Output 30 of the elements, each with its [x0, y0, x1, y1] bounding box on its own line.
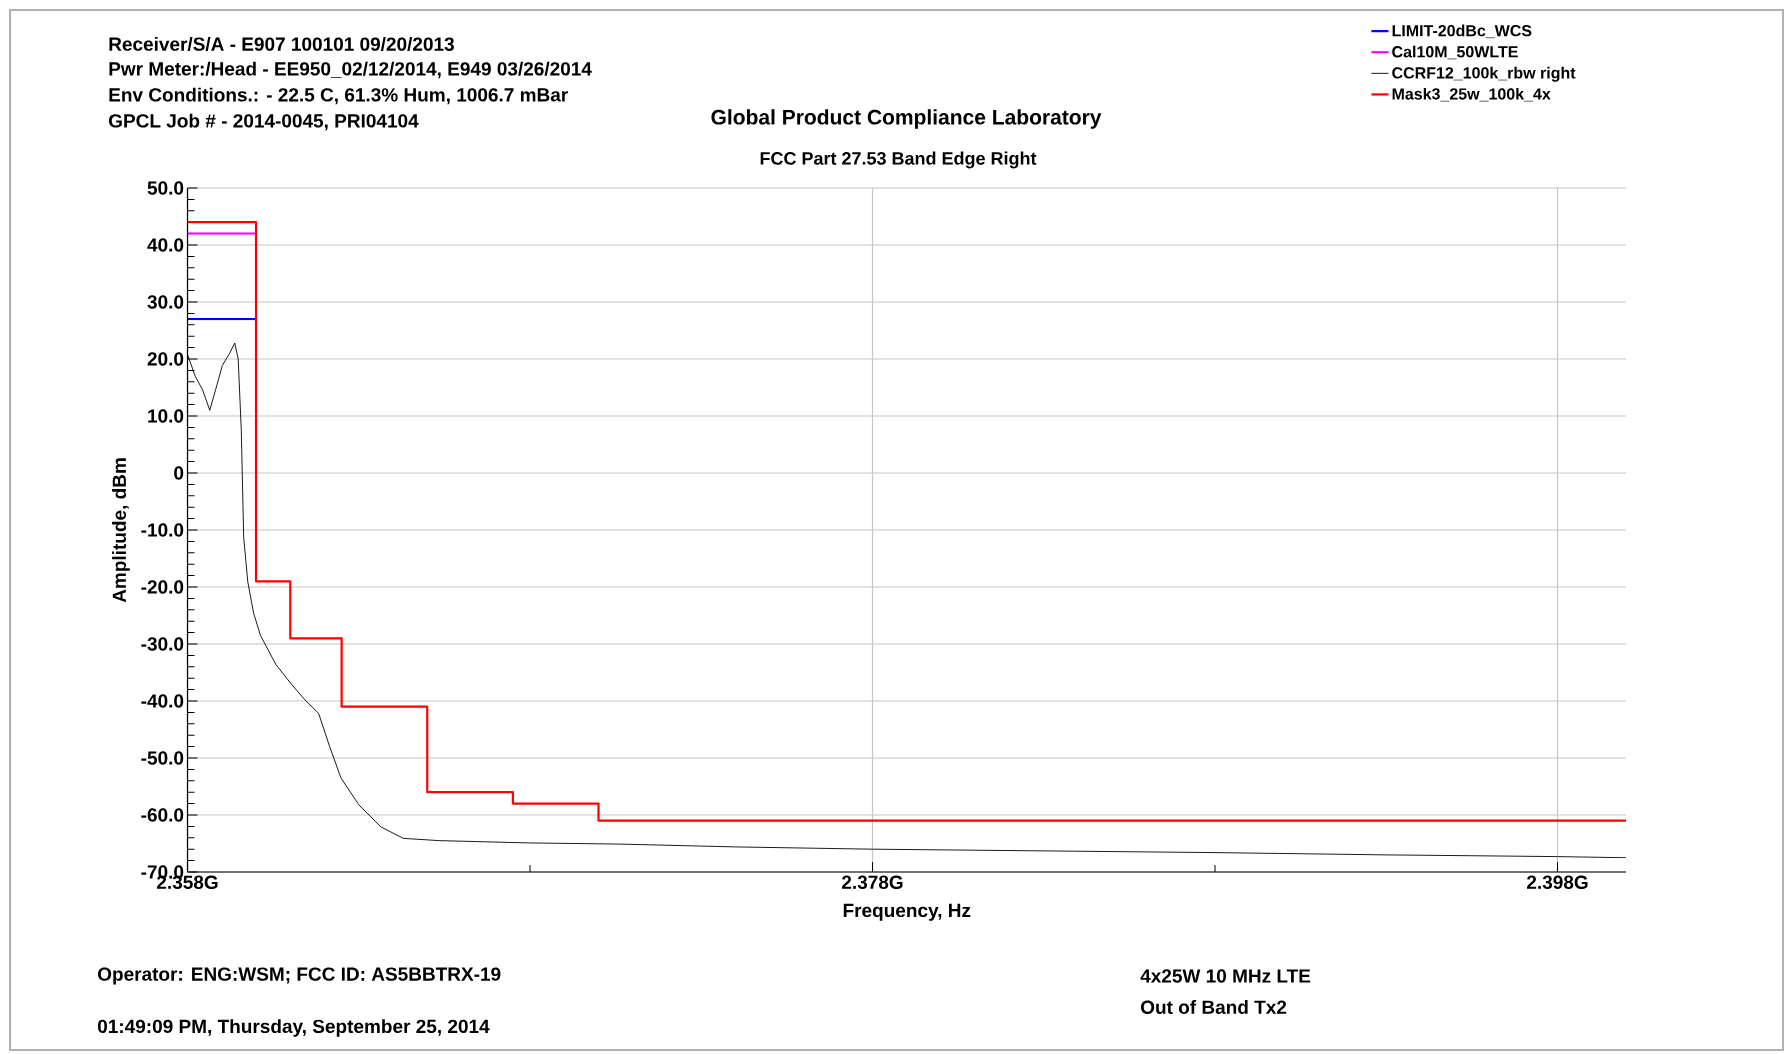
y-tick-label: -60.0: [141, 808, 184, 822]
y-tick-label: 30.0: [147, 295, 184, 309]
y-tick-label: -10.0: [141, 523, 184, 537]
y-axis-title: Amplitude, dBm: [112, 458, 130, 603]
y-tick-label: 0: [174, 466, 184, 480]
y-tick-label: -50.0: [141, 751, 184, 765]
text: Out of Band Tx2: [1141, 1000, 1287, 1014]
text: 01:49:09 PM, Thursday, September 25, 2014: [97, 1019, 490, 1037]
chart-subtitle: FCC Part 27.53 Band Edge Right: [760, 151, 1037, 169]
y-tick-label: 40.0: [147, 238, 184, 252]
text: Receiver/S/A - E907 100101 09/20/2013: [109, 36, 454, 52]
text: Pwr Meter:/Head - EE950_02/12/2014, E949 03/26/2014: [109, 61, 592, 79]
y-tick-label: -30.0: [141, 637, 184, 651]
x-tick-label: 2.398G: [1527, 875, 1588, 889]
text: Env Conditions.: - 22.5 C, 61.3% Hum, 1006.7 mBar: [109, 87, 568, 105]
y-tick-label: -20.0: [141, 580, 184, 594]
y-tick-label: 50.0: [147, 181, 184, 195]
legend-label: CCRF12_100k_rbw right: [1392, 66, 1576, 82]
x-axis-title: Frequency, Hz: [843, 903, 971, 921]
x-tick-label: 2.378G: [842, 875, 903, 889]
y-tick-label: 10.0: [148, 409, 184, 423]
text: GPCL Job # - 2014-0045, PRI04104: [109, 113, 419, 131]
chart-title: Global Product Compliance Laboratory: [711, 109, 1102, 129]
legend-label: Mask3_25w_100k_4x: [1392, 87, 1551, 102]
legend-label: Cal10M_50WLTE: [1392, 45, 1518, 60]
y-tick-label: 20.0: [147, 352, 184, 366]
text: Operator: ENG:WSM; FCC ID: AS5BBTRX-19: [98, 967, 501, 985]
text: 4x25W 10 MHz LTE: [1140, 969, 1311, 983]
legend-label: LIMIT-20dBc_WCS: [1392, 24, 1532, 39]
y-tick-label: -40.0: [141, 694, 184, 708]
